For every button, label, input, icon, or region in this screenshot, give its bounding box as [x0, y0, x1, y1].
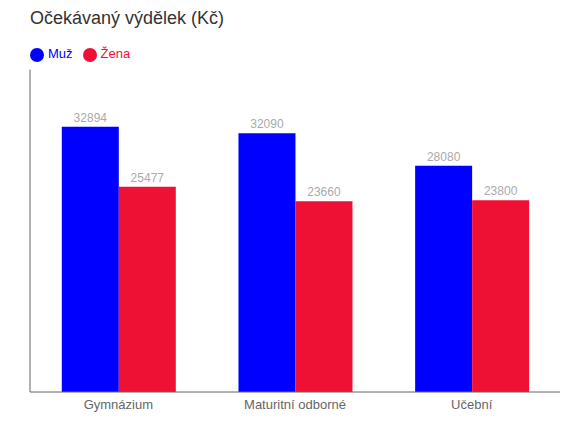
html-text:Očekávaný výdělek (Kč): Očekávaný výdělek (Kč) — [30, 8, 225, 28]
svg-text:32894: 32894 — [74, 111, 108, 125]
svg-text:23800: 23800 — [484, 184, 518, 198]
svg-text:28080: 28080 — [427, 150, 461, 164]
svg-text:32090: 32090 — [250, 117, 284, 131]
svg-text:25477: 25477 — [131, 171, 165, 185]
svg-text:Gymnázium: Gymnázium — [84, 397, 153, 412]
html-text:Muž: Muž — [48, 46, 73, 61]
html-text:Žena: Žena — [100, 46, 131, 61]
svg-text:Učební: Učební — [451, 397, 493, 412]
svg-text:23660: 23660 — [307, 185, 341, 199]
svg-text:Maturitní odborné: Maturitní odborné — [244, 397, 346, 412]
